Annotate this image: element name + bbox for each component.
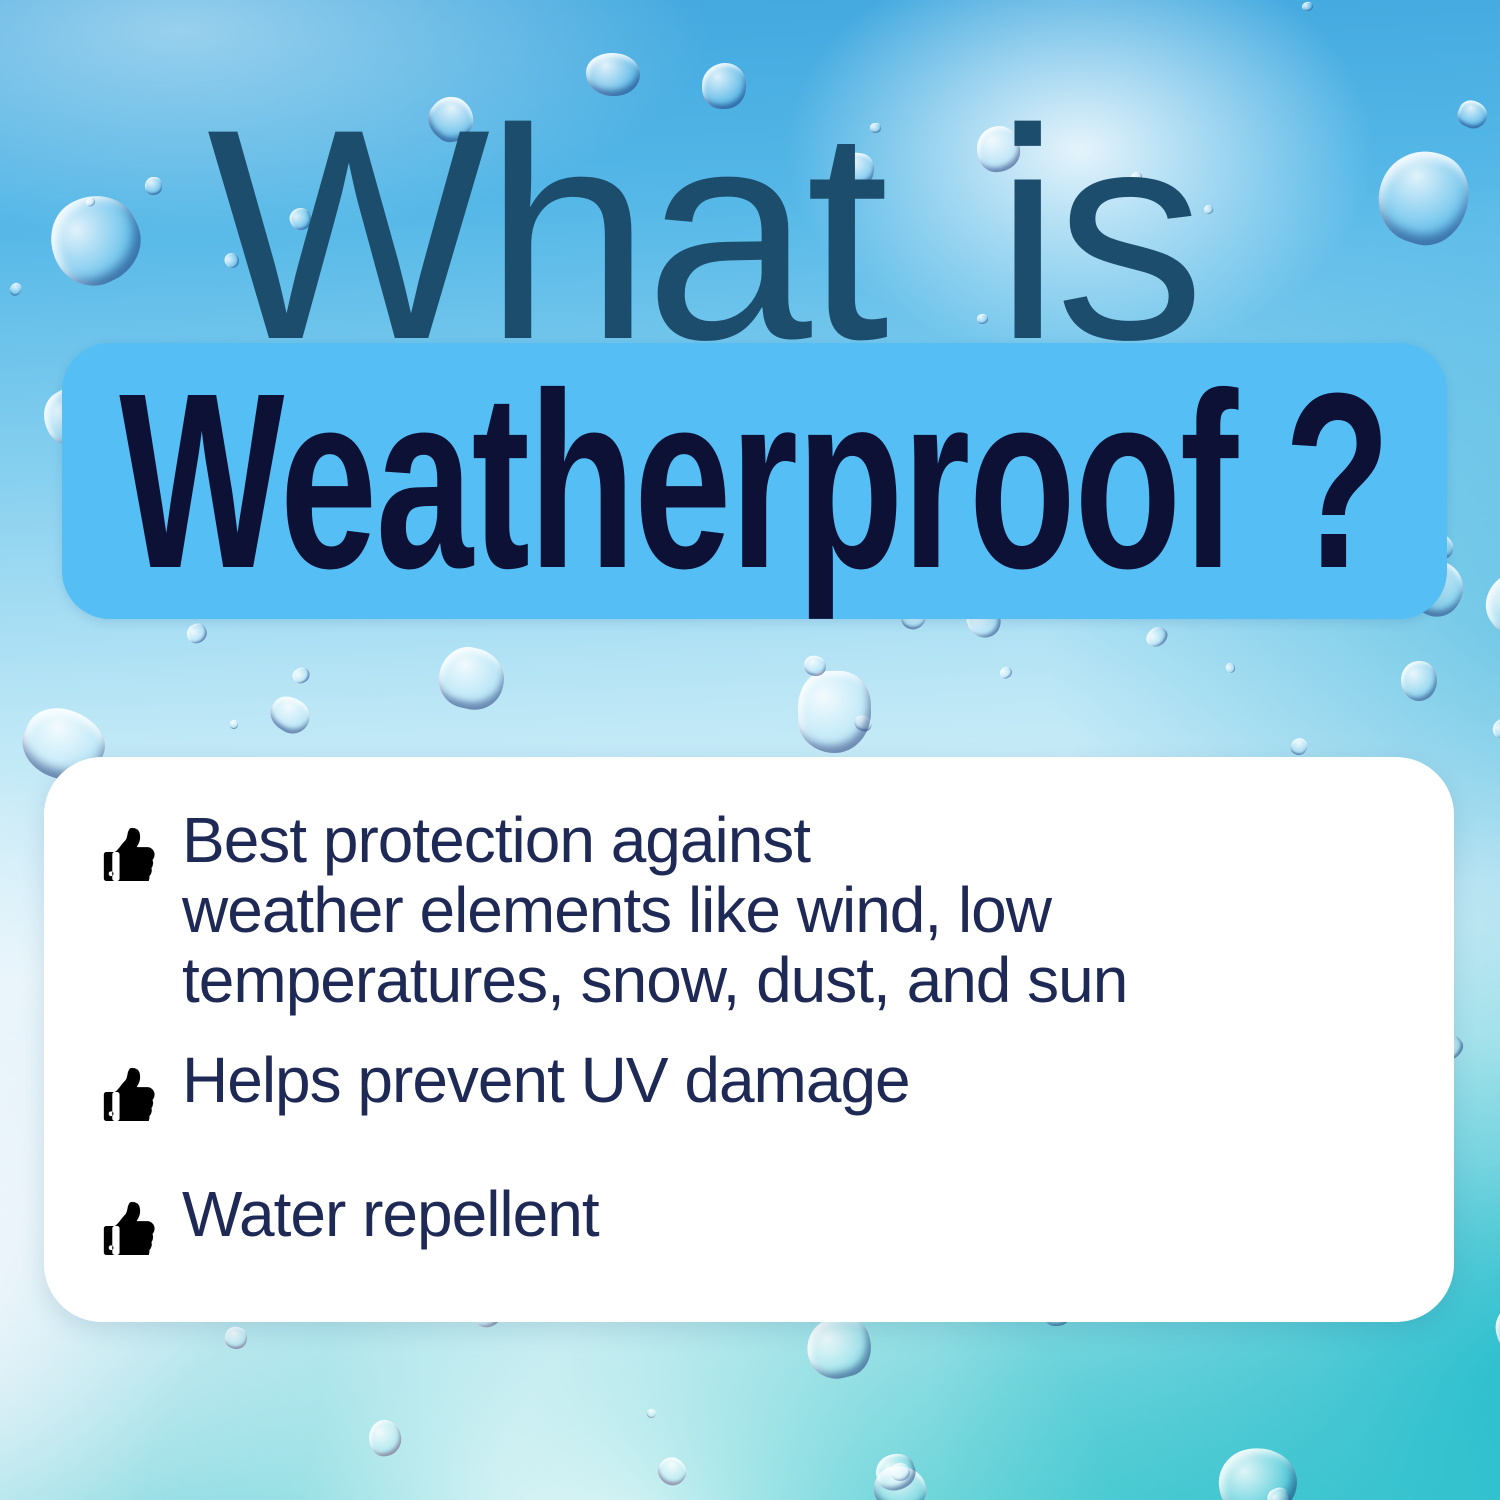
thumbs-up-icon [100, 823, 156, 881]
thumbs-up-icon [100, 1197, 156, 1255]
heading-what-is: What is [206, 66, 1205, 402]
bullet-text: Water repellent [182, 1178, 600, 1250]
thumbs-up-icon [100, 1063, 156, 1121]
heading-weatherproof: Weatherproof ? [119, 341, 1391, 620]
bullet-item-protection: Best protection against weather elements… [100, 805, 1414, 1015]
bullet-item-water: Water repellent [100, 1179, 1414, 1255]
highlight-band: Weatherproof ? [62, 343, 1447, 619]
bullet-text: Helps prevent UV damage [182, 1044, 911, 1116]
benefits-card: Best protection against weather elements… [44, 757, 1454, 1322]
bullet-item-uv: Helps prevent UV damage [100, 1045, 1414, 1121]
bullet-text: Best protection against weather elements… [182, 804, 1128, 1016]
